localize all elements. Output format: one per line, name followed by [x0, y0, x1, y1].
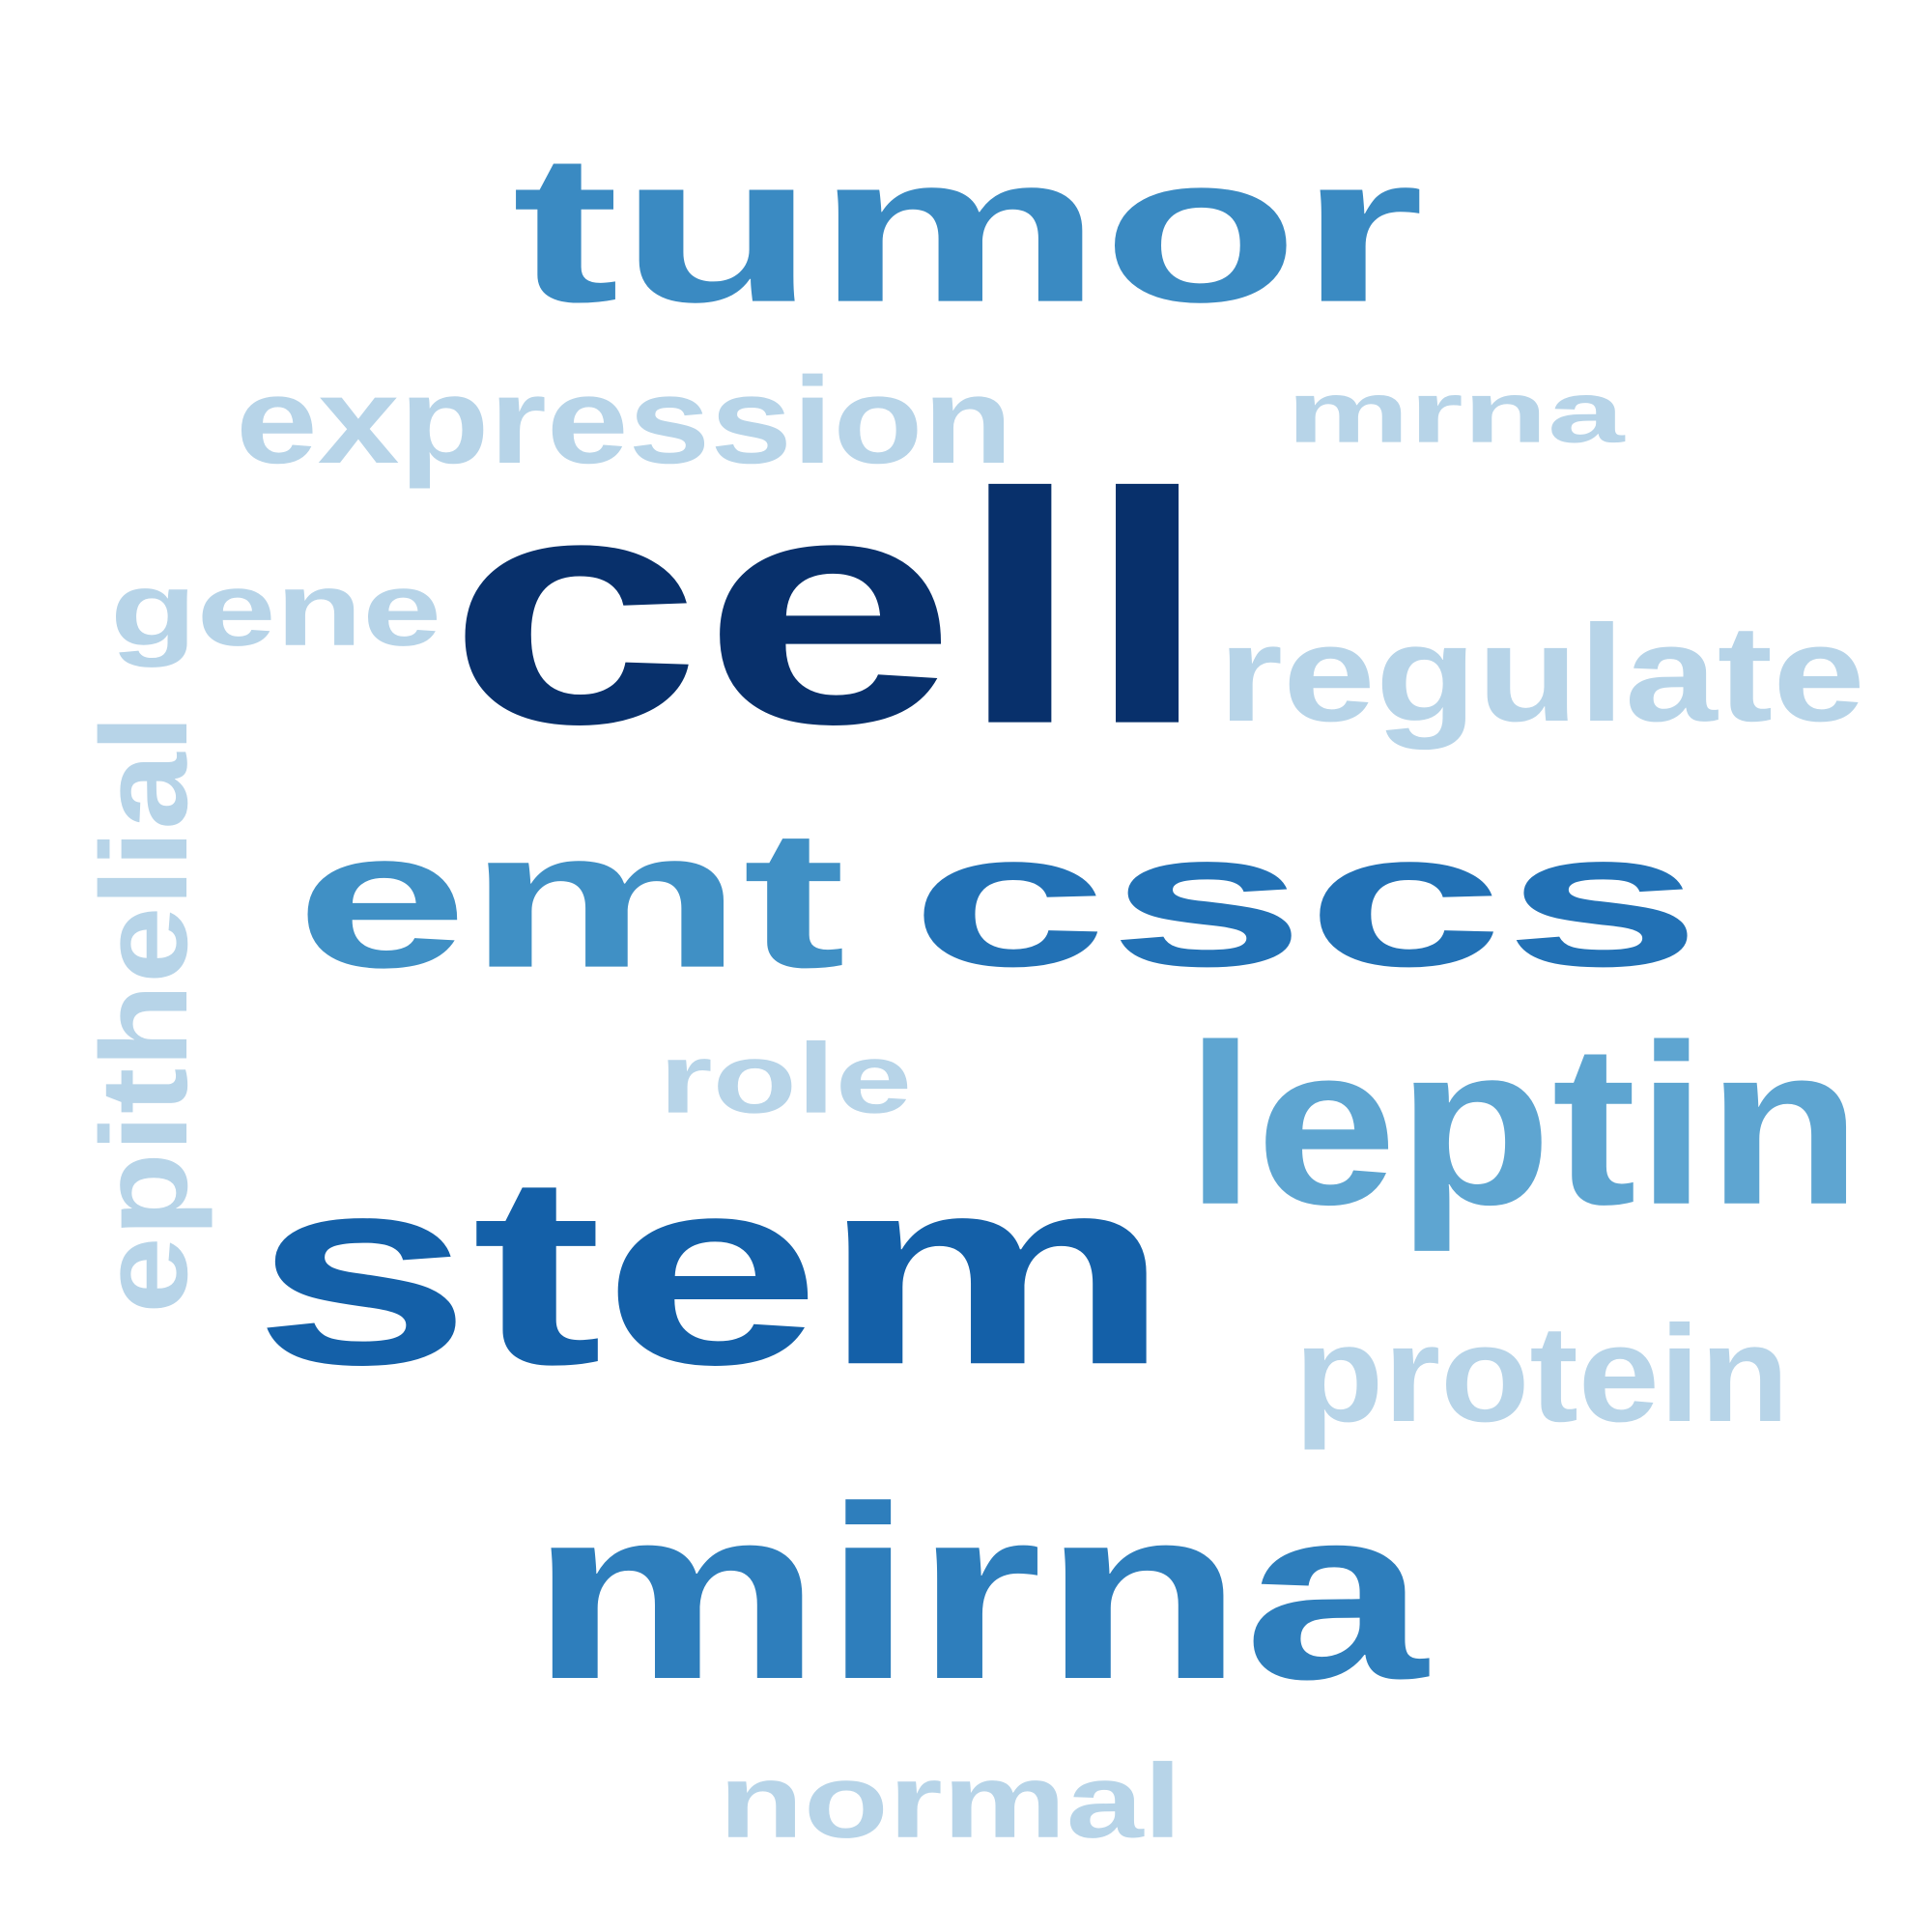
word-cell: cell	[447, 424, 1211, 792]
word-tumor: tumor	[512, 110, 1425, 347]
word-stem: stem	[253, 1120, 1171, 1421]
word-regulate: regulate	[1218, 597, 1865, 751]
word-mirna: mirna	[529, 1455, 1428, 1731]
word-expression: expression	[236, 352, 1013, 490]
word-normal: normal	[719, 1742, 1182, 1860]
word-leptin: leptin	[1185, 996, 1862, 1252]
word-cscs: cscs	[910, 791, 1702, 1007]
word-role: role	[659, 1023, 913, 1134]
word-epithelial: epithelial	[75, 714, 214, 1314]
word-protein: protein	[1294, 1297, 1790, 1451]
word-emt: emt	[296, 788, 846, 1009]
word-mrna: mrna	[1287, 363, 1625, 461]
word-gene: gene	[110, 550, 442, 668]
